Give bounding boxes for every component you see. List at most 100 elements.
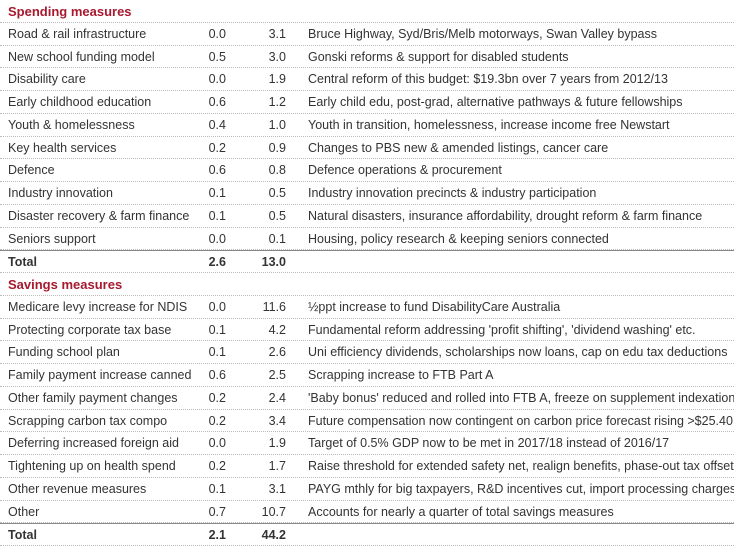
note: Fundamental reform addressing 'profit sh… [308,322,696,337]
value-1: 0.2 [208,413,226,428]
note: Scrapping increase to FTB Part A [308,368,494,382]
row-label: Other revenue measures [8,481,147,496]
value-1: 0.6 [208,163,226,178]
note: Uni efficiency dividends, scholarships n… [308,345,728,360]
value-1: 0.1 [208,322,226,337]
value-2: 0.5 [268,208,286,223]
note: Raise threshold for extended safety net,… [308,459,734,473]
value-2: 0.1 [268,231,286,246]
row-label: Other [8,504,40,519]
section-header: Savings measures [0,273,734,296]
value-1: 2.1 [208,528,226,543]
value-2: 2.6 [268,345,286,360]
row-label: Disability care [8,72,86,87]
value-1: 0.4 [208,117,226,132]
value-2: 11.6 [262,299,286,314]
row-label: Key health services [8,140,117,155]
table-row: Tightening up on health spend 0.2 1.7 Raise… [0,455,734,478]
row-label: Defence [8,163,55,178]
section-title: Spending measures [8,4,132,19]
value-2: 2.5 [268,368,286,382]
value-1: 0.0 [208,299,226,314]
row-label: Medicare levy increase for NDIS [8,299,188,314]
value-2: 3.1 [268,481,286,496]
value-2: 0.9 [268,140,286,155]
value-2: 1.0 [268,117,286,132]
row-label: Protecting corporate tax base [8,322,172,337]
note: Future compensation now contingent on ca… [308,413,733,428]
value-1: 2.6 [208,255,226,270]
table-row: Disability care 0.0 1.9 Central reform of t… [0,68,734,91]
value-1: 0.1 [208,345,226,360]
note: Accounts for nearly a quarter of total s… [308,504,614,519]
table-row: Other revenue measures 0.1 3.1 PAYG mthly f… [0,478,734,501]
table-row: Industry innovation 0.1 0.5 Industry innova… [0,182,734,205]
row-label: Family payment increase canned [8,368,192,382]
total-row: Total 2.1 44.2 [0,523,734,546]
row-label: Tightening up on health spend [8,459,176,473]
table-row: New school funding model 0.5 3.0 Gonski ref… [0,46,734,69]
note: PAYG mthly for big taxpayers, R&D incent… [308,481,734,496]
row-label: Other family payment changes [8,390,178,405]
value-1: 0.2 [208,390,226,405]
table-row: Funding school plan 0.1 2.6 Uni efficiency … [0,341,734,364]
value-1: 0.0 [208,72,226,87]
note: 'Baby bonus' reduced and rolled into FTB… [308,390,734,405]
value-2: 13.0 [261,255,286,270]
total-row: Total 2.6 13.0 [0,250,734,273]
value-1: 0.2 [208,140,226,155]
value-1: 0.1 [208,208,226,223]
table-row: Youth & homelessness 0.4 1.0 Youth in trans… [0,114,734,137]
note: ½ppt increase to fund DisabilityCare Aus… [308,299,561,314]
note: Industry innovation precincts & industry… [308,186,597,200]
note: Bruce Highway, Syd/Bris/Melb motorways, … [308,26,657,41]
row-label: Early childhood education [8,95,152,109]
row-label: Deferring increased foreign aid [8,436,179,451]
table-row: Protecting corporate tax base 0.1 4.2 Funda… [0,319,734,342]
row-label: Disaster recovery & farm finance [8,208,190,223]
table-row: Key health services 0.2 0.9 Changes to PBS … [0,137,734,160]
value-2: 3.4 [268,413,286,428]
row-label: Seniors support [8,231,96,246]
value-2: 1.9 [268,436,286,451]
row-label: Funding school plan [8,345,120,360]
value-1: 0.0 [208,231,226,246]
table-row: Deferring increased foreign aid 0.0 1.9 Tar… [0,432,734,455]
table-row: Disaster recovery & farm finance 0.1 0.5 Na… [0,205,734,228]
value-2: 44.2 [261,528,286,543]
value-1: 0.5 [208,49,226,64]
note: Natural disasters, insurance affordabili… [308,208,703,223]
table-row: Medicare levy increase for NDIS 0.0 11.6 ½p… [0,296,734,319]
value-2: 1.9 [268,72,286,87]
table-row: Early childhood education 0.6 1.2 Early chi… [0,91,734,114]
value-2: 2.4 [268,390,286,405]
table-row: Seniors support 0.0 0.1 Housing, policy res… [0,228,734,251]
value-2: 3.0 [268,49,286,64]
value-1: 0.0 [208,436,226,451]
table-row: Scrapping carbon tax compo 0.2 3.4 Future c… [0,410,734,433]
table-row: Other 0.7 10.7 Accounts for nearly a quarte… [0,501,734,524]
note: Target of 0.5% GDP now to be met in 2017… [308,436,670,451]
row-label: Industry innovation [8,186,113,200]
row-label: Total [8,255,37,270]
note: Changes to PBS new & amended listings, c… [308,140,609,155]
row-label: Road & rail infrastructure [8,26,147,41]
value-2: 1.2 [268,95,286,109]
value-1: 0.1 [208,186,226,200]
table-row: Defence 0.6 0.8 Defence operations & procur… [0,159,734,182]
value-2: 4.2 [268,322,286,337]
table-row: Other family payment changes 0.2 2.4 'Baby … [0,387,734,410]
row-label: Scrapping carbon tax compo [8,413,168,428]
note: Gonski reforms & support for disabled st… [308,49,569,64]
note: Defence operations & procurement [308,163,502,178]
value-1: 0.6 [208,95,226,109]
section-header: Spending measures [0,0,734,23]
note: Housing, policy research & keeping senio… [308,231,609,246]
value-2: 0.5 [268,186,286,200]
note: Central reform of this budget: $19.3bn o… [308,72,668,87]
value-1: 0.1 [208,481,226,496]
value-1: 0.2 [208,459,226,473]
row-label: New school funding model [8,49,155,64]
row-label: Youth & homelessness [8,117,135,132]
